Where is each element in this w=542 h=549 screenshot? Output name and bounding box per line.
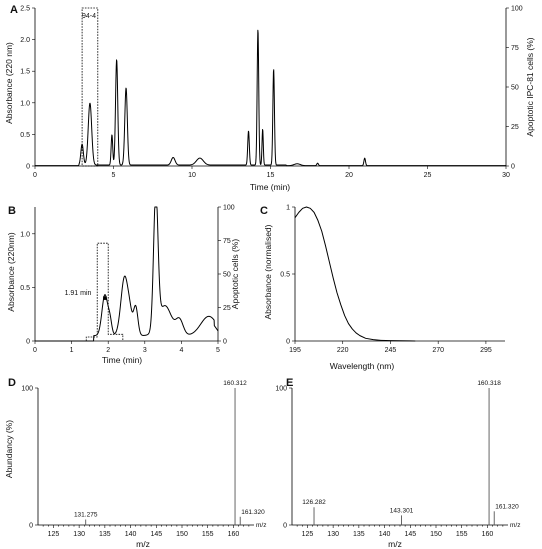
panel-a-fraction-label: 94-4 [82, 13, 96, 20]
x-tick-label: 160 [228, 531, 240, 538]
panel-d: D 125 130 135 140 145 150 155 160 0 100 m/z 131.275… [4, 377, 266, 549]
panel-a-y2label: Apoptotic IPC-81 cells (%) [525, 37, 535, 136]
y-tick-label: 0 [26, 339, 30, 346]
axis-unit-label: m/z [256, 522, 266, 529]
x-tick-label: 130 [327, 531, 339, 538]
panel-a-ylabel: Absorbance (220 nm) [4, 42, 14, 124]
panel-letter-a: A [10, 4, 18, 16]
panel-c: C 195 220 245 270 295 0 0.5 1 Absorbance (norma… [260, 205, 505, 371]
x-tick-label: 130 [73, 531, 85, 538]
y2-tick-label: 100 [511, 6, 523, 13]
peak-label: 160.318 [477, 380, 501, 387]
panel-a: A 0 5 10 15 20 25 3000.51.01.52.02.50255075100… [4, 4, 535, 192]
x-tick-label: 5 [216, 347, 220, 354]
x-tick-label: 125 [48, 531, 60, 538]
y2-tick-label: 100 [223, 205, 235, 212]
y-tick-label: 0 [283, 523, 287, 530]
y-tick-label: 1.0 [20, 100, 30, 107]
y-tick-label: 0.5 [280, 272, 290, 279]
y2-tick-label: 25 [511, 124, 519, 131]
peak-label: 126.282 [302, 499, 326, 506]
axis-unit-label: m/z [510, 522, 520, 529]
x-tick-label: 10 [188, 172, 196, 179]
peak-label: 160.312 [223, 380, 247, 387]
x-tick-label: 20 [345, 172, 353, 179]
peak-label: 131.275 [74, 512, 98, 519]
uv-spectrum-line [294, 206, 416, 342]
panel-e-xlabel: m/z [388, 539, 402, 549]
panel-b-ylabel: Absorbance (220nm) [6, 232, 16, 312]
panel-a-xlabel: Time (min) [250, 182, 290, 192]
y-tick-label: 1 [286, 205, 290, 212]
panel-letter-d: D [8, 377, 16, 389]
peak-label: 161.320 [241, 509, 265, 516]
x-tick-label: 220 [337, 347, 349, 354]
y-tick-label: 0 [286, 339, 290, 346]
y-tick-label: 0.5 [20, 285, 30, 292]
y-tick-label: 100 [275, 386, 287, 393]
x-tick-label: 270 [432, 347, 444, 354]
panel-c-ylabel: Absorbance (normalised) [263, 224, 273, 319]
peak-label: 161.320 [495, 503, 519, 510]
x-tick-label: 145 [404, 531, 416, 538]
panel-b-y2label: Apoptotic cells (%) [230, 239, 240, 310]
x-tick-label: 5 [112, 172, 116, 179]
x-tick-label: 145 [150, 531, 162, 538]
y2-tick-label: 0 [223, 339, 227, 346]
x-tick-label: 0 [33, 347, 37, 354]
x-tick-label: 150 [430, 531, 442, 538]
y-tick-label: 2.5 [20, 6, 30, 13]
y2-tick-label: 0 [511, 164, 515, 171]
x-tick-label: 295 [480, 347, 492, 354]
y2-tick-label: 25 [223, 305, 231, 312]
y2-tick-label: 75 [511, 45, 519, 52]
x-tick-label: 3 [143, 347, 147, 354]
x-tick-label: 0 [33, 172, 37, 179]
y-tick-label: 0 [26, 164, 30, 171]
x-tick-label: 15 [267, 172, 275, 179]
apoptotic-cells-steps [85, 242, 124, 341]
x-tick-label: 25 [424, 172, 432, 179]
y-tick-label: 2.0 [20, 37, 30, 44]
y-tick-label: 100 [21, 386, 33, 393]
x-tick-label: 140 [379, 531, 391, 538]
absorbance-trace [34, 206, 219, 342]
x-tick-label: 140 [125, 531, 137, 538]
panel-c-xlabel: Wavelength (nm) [330, 361, 395, 371]
y2-tick-label: 50 [223, 272, 231, 279]
y2-tick-label: 75 [223, 238, 231, 245]
y-tick-label: 0 [29, 523, 33, 530]
panel-b-annotation: 1.91 min [65, 290, 92, 297]
x-tick-label: 150 [176, 531, 188, 538]
x-tick-label: 245 [385, 347, 397, 354]
x-tick-label: 195 [289, 347, 301, 354]
x-tick-label: 135 [353, 531, 365, 538]
x-tick-label: 2 [106, 347, 110, 354]
x-tick-label: 4 [179, 347, 183, 354]
panel-b-xlabel: Time (min) [102, 355, 142, 365]
x-tick-label: 135 [99, 531, 111, 538]
absorbance-trace [34, 29, 507, 167]
y-tick-label: 1.5 [20, 69, 30, 76]
fraction-box [81, 7, 99, 167]
peak-marker [103, 296, 107, 300]
panel-d-ylabel: Abundancy (%) [4, 420, 14, 478]
x-tick-label: 155 [202, 531, 214, 538]
x-tick-label: 125 [302, 531, 314, 538]
peak-label: 143.301 [390, 507, 414, 514]
panel-letter-e: E [286, 377, 293, 389]
panel-letter-b: B [8, 205, 16, 217]
x-tick-label: 160 [482, 531, 494, 538]
y2-tick-label: 50 [511, 85, 519, 92]
panel-letter-c: C [260, 205, 268, 217]
x-tick-label: 155 [456, 531, 468, 538]
y-tick-label: 1.0 [20, 231, 30, 238]
x-tick-label: 30 [502, 172, 510, 179]
x-tick-label: 1 [70, 347, 74, 354]
panel-d-xlabel: m/z [136, 539, 150, 549]
panel-e: E 125 130 135 140 145 150 155 160 0 100 m/z 126.282… [275, 377, 520, 549]
y-tick-label: 0.5 [20, 132, 30, 139]
